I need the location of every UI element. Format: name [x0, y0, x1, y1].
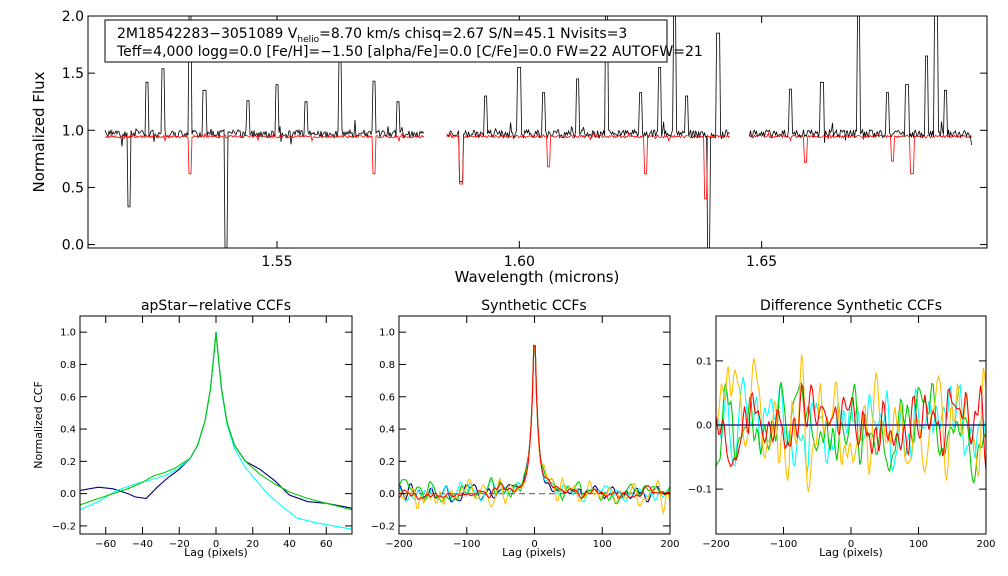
x-tick-label: 0: [531, 539, 537, 550]
y-tick-label: 0.4: [379, 425, 395, 436]
model-spectrum-line: [104, 132, 425, 175]
model-spectrum-line: [446, 131, 730, 200]
annotation-frame: [104, 19, 668, 63]
visit-2-ccf-line: [715, 382, 987, 485]
x-tick-label: −200: [702, 539, 729, 550]
visit-3-ccf-line: [715, 354, 987, 493]
apstar-ccf-y-label: Normalized CCF: [32, 381, 45, 469]
difference-ccf-panel: Difference Synthetic CCFs −200 −100 0 100 20…: [688, 298, 996, 559]
spectrum-axes-frame: [87, 15, 988, 249]
x-tick-label: 100: [909, 539, 928, 550]
x-tick-label: −20: [169, 539, 190, 550]
apstar-ccf-series: [79, 332, 353, 530]
x-tick-label: −200: [385, 539, 412, 550]
y-tick-label: 0.4: [60, 425, 76, 436]
x-tick-label: −100: [453, 539, 480, 550]
observed-spectrum-line: [446, 15, 730, 249]
x-tick-label: −100: [770, 539, 797, 550]
apstar-ccf-panel: apStar−relative CCFs −60 −40 −20 0 20 40 60 −0.…: [32, 298, 353, 559]
spectrum-panel: 1.55 1.60 1.65 0.0 0.5 1.0 1.5 2.0 2M18542283−3…: [30, 9, 988, 286]
visit-1-ccf-line: [79, 332, 353, 509]
y-tick-label: 1.5: [62, 66, 84, 82]
y-tick-label: 0.1: [696, 356, 712, 367]
y-tick-label: 0.6: [379, 392, 395, 403]
difference-ccf-x-label: Lag (pixels): [819, 546, 883, 559]
spectrum-y-label: Normalized Flux: [30, 71, 48, 192]
apstar-ccf-title: apStar−relative CCFs: [141, 298, 291, 314]
spectrum-series: [104, 15, 972, 249]
y-tick-label: −0.1: [688, 485, 712, 496]
spectrum-ticks: 1.55 1.60 1.65 0.0 0.5 1.0 1.5 2.0: [62, 9, 987, 270]
y-tick-label: 1.0: [379, 328, 395, 339]
observed-spectrum-line: [104, 15, 425, 249]
synthetic-ccf-title: Synthetic CCFs: [481, 298, 586, 314]
spectrum-x-label: Wavelength (microns): [455, 268, 620, 286]
synthetic-ccf-panel: Synthetic CCFs −200 −100 0 100 200 −0.2 0.0 0.2…: [371, 298, 680, 559]
y-tick-label: 0.0: [696, 421, 712, 432]
x-tick-label: 200: [976, 539, 995, 550]
x-tick-label: 0: [848, 539, 854, 550]
apstar-ccf-x-label: Lag (pixels): [184, 546, 248, 559]
visit-4-ccf-line: [715, 383, 987, 470]
y-tick-label: 0.5: [62, 180, 84, 196]
synthetic-ccf-x-label: Lag (pixels): [502, 546, 566, 559]
x-tick-label: −40: [132, 539, 153, 550]
spectrum-annotation-box: 2M18542283−3051089 Vhelio=8.70 km/s chis…: [104, 19, 703, 63]
y-tick-label: 0.8: [379, 360, 395, 371]
difference-ccf-series: [715, 354, 987, 493]
synthetic-ccf-ticks: −200 −100 0 100 200 −0.2 0.0 0.2 0.4 0.6 0.8 1.0: [371, 316, 680, 550]
apstar-ccf-axes-frame: [79, 315, 353, 535]
y-tick-label: 0.2: [379, 457, 395, 468]
annotation-line-1: 2M18542283−3051089 Vhelio=8.70 km/s chis…: [117, 26, 627, 45]
synthetic-ccf-axes-frame: [398, 315, 671, 535]
y-tick-label: 0.2: [60, 457, 76, 468]
x-tick-label: 100: [593, 539, 612, 550]
x-tick-label: 40: [283, 539, 296, 550]
visit-4-ccf-line: [398, 345, 671, 500]
y-tick-label: 0.0: [60, 489, 76, 500]
difference-ccf-title: Difference Synthetic CCFs: [760, 298, 942, 314]
y-tick-label: 0.8: [60, 360, 76, 371]
model-spectrum-line: [749, 131, 972, 175]
x-tick-label: 1.60: [504, 254, 535, 270]
combined-ccf-line: [398, 344, 671, 503]
y-tick-label: 1.0: [60, 328, 76, 339]
observed-spectrum-line: [749, 15, 972, 146]
visit-3-ccf-line: [398, 345, 671, 516]
y-tick-label: 0.0: [379, 489, 395, 500]
x-tick-label: 1.65: [746, 254, 777, 270]
y-tick-label: 0.6: [60, 392, 76, 403]
x-tick-label: 0: [213, 539, 219, 550]
synthetic-ccf-series: [398, 344, 671, 516]
annotation-line-2: Teff=4,000 logg=0.0 [Fe/H]=−1.50 [alpha/…: [116, 44, 703, 60]
y-tick-label: 2.0: [62, 9, 84, 25]
x-tick-label: 60: [320, 539, 333, 550]
apstar-ccf-ticks: −60 −40 −20 0 20 40 60 −0.2 0.0 0.2 0.4 0.6 0.8 1.0: [52, 316, 352, 550]
difference-ccf-ticks: −200 −100 0 100 200 −0.1 0.0 0.1: [688, 316, 996, 550]
visit-3-ccf-line: [79, 332, 353, 511]
y-tick-label: 0.0: [62, 238, 84, 254]
y-tick-label: −0.2: [371, 522, 395, 533]
x-tick-label: 1.55: [261, 254, 292, 270]
x-tick-label: 20: [246, 539, 259, 550]
x-tick-label: −60: [95, 539, 116, 550]
visit-2-ccf-line: [398, 344, 671, 505]
x-tick-label: 200: [660, 539, 679, 550]
y-tick-label: −0.2: [52, 522, 76, 533]
visit-1-ccf-line: [398, 345, 671, 503]
y-tick-label: 1.0: [62, 123, 84, 139]
